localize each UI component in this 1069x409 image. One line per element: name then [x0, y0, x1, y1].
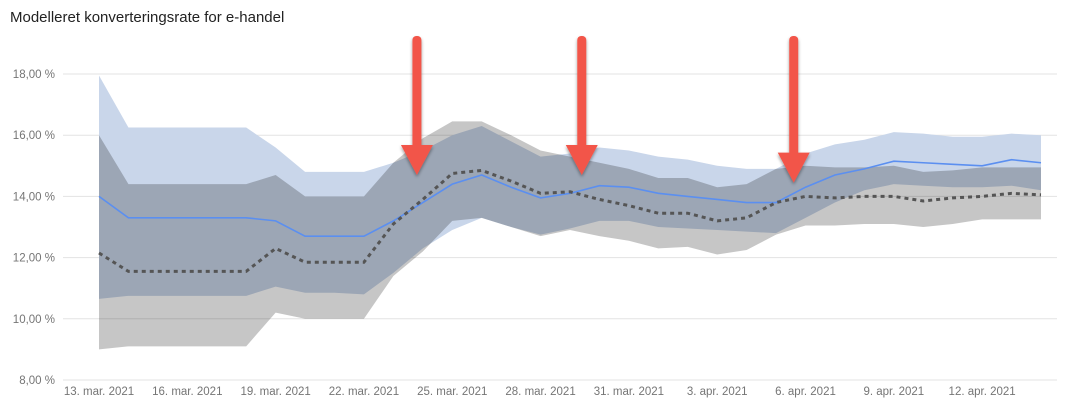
- arrow-shaft: [412, 36, 422, 149]
- x-tick-label: 12. apr. 2021: [949, 386, 1016, 398]
- red-arrow-annotation: [400, 36, 433, 175]
- x-tick-label: 19. mar. 2021: [240, 386, 310, 398]
- x-tick-label: 25. mar. 2021: [417, 386, 487, 398]
- chart-title: Modelleret konverteringsrate for e-hande…: [10, 9, 285, 26]
- x-tick-label: 3. apr. 2021: [687, 386, 748, 398]
- arrow-head: [400, 144, 433, 175]
- y-tick-label: 14,00 %: [13, 191, 55, 203]
- y-tick-label: 16,00 %: [13, 130, 55, 142]
- x-tick-label: 9. apr. 2021: [863, 386, 924, 398]
- y-tick-label: 8,00 %: [19, 375, 55, 387]
- arrow-head: [565, 144, 598, 175]
- arrow-head: [777, 152, 810, 183]
- x-tick-label: 16. mar. 2021: [152, 386, 222, 398]
- red-arrow-annotation: [565, 36, 598, 175]
- y-tick-label: 18,00 %: [13, 69, 55, 81]
- x-tick-label: 13. mar. 2021: [64, 386, 134, 398]
- x-tick-label: 28. mar. 2021: [505, 386, 575, 398]
- y-tick-label: 12,00 %: [13, 253, 55, 265]
- grey-band: [99, 121, 1041, 350]
- arrow-shaft: [789, 36, 799, 157]
- x-tick-label: 31. mar. 2021: [594, 386, 664, 398]
- arrow-shaft: [577, 36, 587, 149]
- red-arrow-annotation: [777, 36, 810, 183]
- y-tick-label: 10,00 %: [13, 314, 55, 326]
- x-tick-label: 6. apr. 2021: [775, 386, 836, 398]
- x-tick-label: 22. mar. 2021: [329, 386, 399, 398]
